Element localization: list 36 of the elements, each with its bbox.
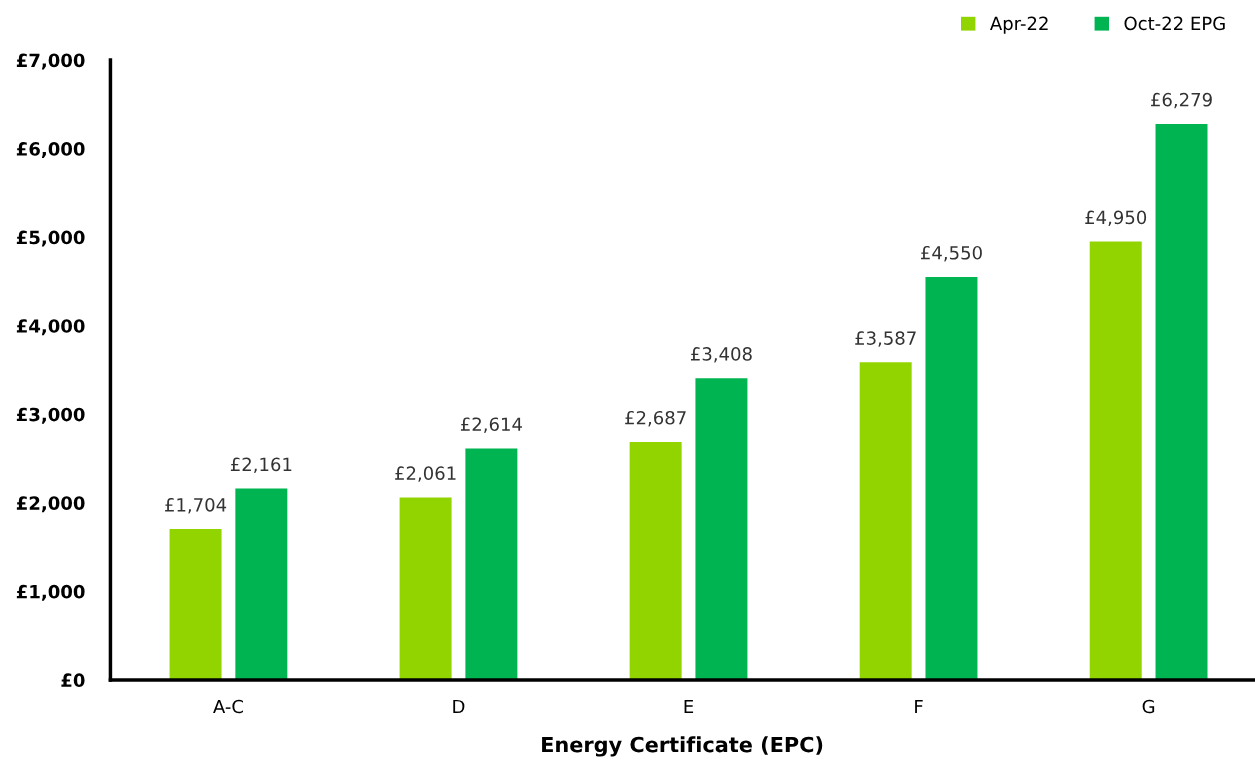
- bar: [859, 362, 912, 680]
- y-tick-label: £4,000: [16, 319, 85, 336]
- x-tick-label: E: [684, 699, 694, 714]
- data-label: £3,587: [855, 331, 916, 347]
- x-axis-title: Energy Certificate (EPC): [542, 736, 823, 757]
- bar: [695, 378, 748, 680]
- y-tick-label: £5,000: [16, 230, 85, 247]
- y-tick-label: £2,000: [16, 496, 85, 513]
- x-tick-label: D: [453, 699, 465, 714]
- data-label: £1,704: [165, 497, 227, 514]
- x-tick-label: G: [1142, 699, 1155, 714]
- x-tick-label: F: [915, 699, 923, 714]
- y-tick-label: £7,000: [16, 53, 85, 70]
- legend-label: Oct-22 EPG: [1124, 16, 1225, 31]
- bar: [169, 529, 222, 680]
- bar: [629, 441, 682, 680]
- y-tick-label: £6,000: [16, 142, 85, 159]
- data-label: £2,687: [625, 410, 686, 427]
- y-tick-label: £1,000: [16, 584, 85, 601]
- data-label: £6,279: [1151, 92, 1212, 109]
- x-tick-label: A-C: [213, 699, 244, 714]
- data-label: £2,161: [230, 457, 292, 474]
- data-label: £2,061: [395, 466, 456, 482]
- bar: [925, 277, 978, 680]
- bar: [1089, 241, 1142, 680]
- legend-label: Apr-22: [990, 16, 1048, 34]
- data-label: £4,950: [1085, 210, 1147, 227]
- bar: [465, 448, 518, 680]
- data-label: £4,550: [921, 245, 982, 262]
- y-tick-label: £3,000: [16, 407, 85, 424]
- bar: [399, 497, 452, 680]
- bar: [235, 488, 288, 680]
- y-tick-label: £0: [61, 673, 85, 688]
- bar: [1155, 123, 1208, 680]
- data-label: £2,614: [460, 417, 522, 433]
- data-label: £3,408: [690, 347, 752, 363]
